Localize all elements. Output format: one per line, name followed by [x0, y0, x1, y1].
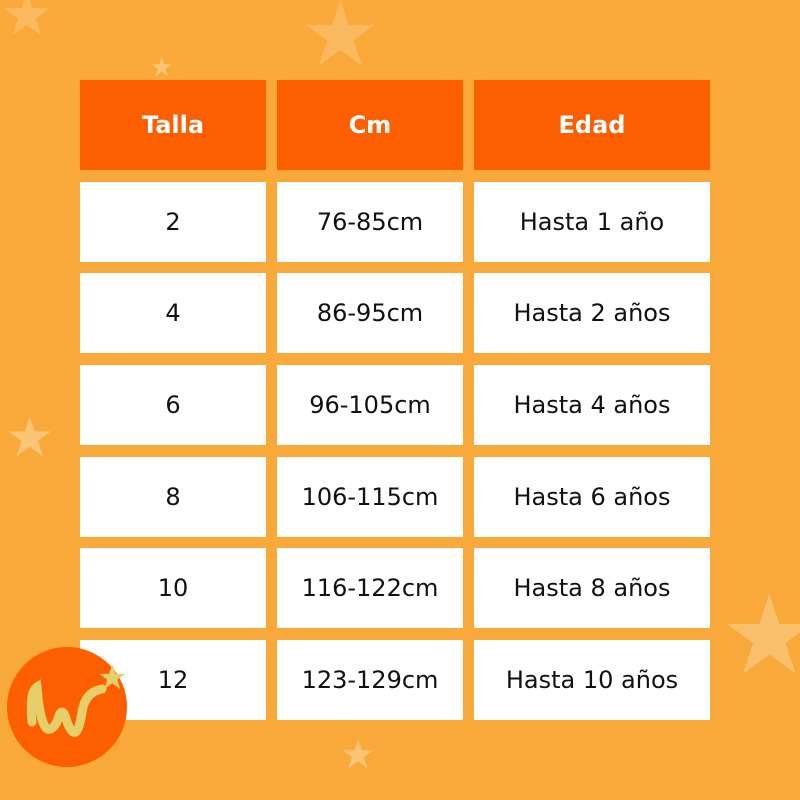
cell-age: Hasta 2 años: [474, 273, 710, 353]
brand-logo: ★: [7, 647, 127, 767]
cell-cm: 123-129cm: [277, 640, 463, 720]
cell-cm: 76-85cm: [277, 182, 463, 262]
cell-size: 10: [80, 548, 266, 628]
cell-age: Hasta 6 años: [474, 457, 710, 537]
star-decoration-icon: ★: [0, 0, 54, 50]
cell-cm: 106-115cm: [277, 457, 463, 537]
cell-age: Hasta 8 años: [474, 548, 710, 628]
star-decoration-icon: ★: [5, 405, 55, 469]
header-age: Edad: [474, 80, 710, 170]
cell-cm: 116-122cm: [277, 548, 463, 628]
star-decoration-icon: ★: [150, 53, 174, 83]
header-size: Talla: [80, 80, 266, 170]
cell-age: Hasta 10 años: [474, 640, 710, 720]
star-decoration-icon: ★: [340, 732, 376, 778]
star-icon: ★: [97, 658, 127, 698]
cell-size: 4: [80, 273, 266, 353]
cell-cm: 96-105cm: [277, 365, 463, 445]
cell-age: Hasta 1 año: [474, 182, 710, 262]
cell-size: 8: [80, 457, 266, 537]
cell-size: 6: [80, 365, 266, 445]
cell-age: Hasta 4 años: [474, 365, 710, 445]
star-decoration-icon: ★: [300, 0, 381, 87]
header-cm: Cm: [277, 80, 463, 170]
cell-cm: 86-95cm: [277, 273, 463, 353]
logo-w-icon: ★: [26, 658, 127, 737]
cell-size: 2: [80, 182, 266, 262]
star-decoration-icon: ★: [720, 571, 800, 699]
